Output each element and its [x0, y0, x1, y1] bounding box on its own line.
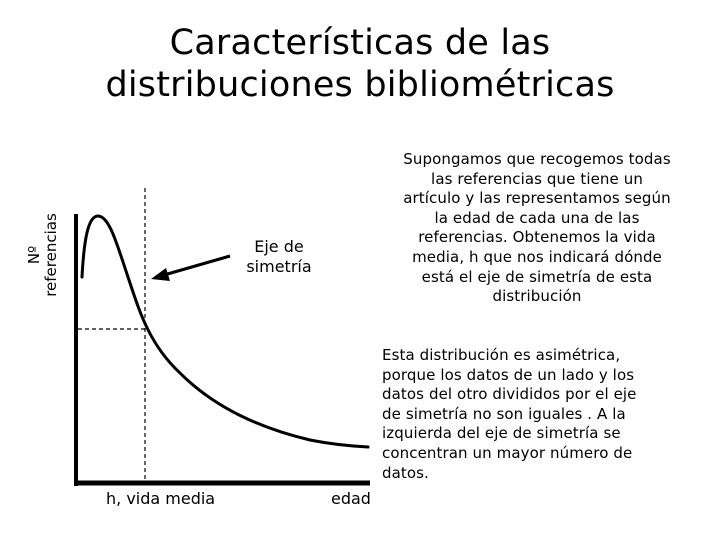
description-line: Esta distribución es asimétrica, — [382, 346, 621, 364]
description-line: las referencias que tiene un — [431, 169, 643, 188]
mean-age-label: h, vida media — [106, 489, 216, 508]
description-top: Supongamos que recogemos todas las refer… — [372, 150, 702, 307]
symmetry-axis-label: Eje de simetría — [234, 237, 324, 277]
x-axis-label: edad — [331, 489, 371, 508]
title-line-1: Características de las — [169, 23, 551, 63]
description-line: referencias. Obtenemos la vida — [418, 228, 656, 247]
description-line: porque los datos de un lado y los — [382, 365, 635, 384]
distribution-curve — [80, 214, 370, 449]
description-bottom: Esta distribución es asimétrica, porque … — [382, 346, 702, 483]
callout-arrow-shaft — [163, 254, 231, 277]
description-line: datos del otro divididos por el eje — [382, 385, 637, 404]
callout-arrowhead-icon — [151, 268, 170, 281]
description-line: datos. — [382, 463, 429, 482]
symmetry-axis-label-line-1: Eje de — [254, 237, 304, 256]
description-line: concentran un mayor número de — [382, 443, 633, 462]
description-line: media, h que nos indicará dónde — [412, 247, 662, 266]
description-line: la edad de cada una de las — [434, 208, 640, 227]
description-line: artículo y las representamos según — [403, 189, 671, 208]
description-line: izquierda del eje de simetría se — [382, 424, 621, 443]
description-line: de simetría no son iguales . A la — [382, 404, 626, 423]
symmetry-axis-label-line-2: simetría — [246, 257, 312, 276]
description-line: Supongamos que recogemos todas — [403, 150, 671, 168]
description-line: está el eje de simetría de esta — [421, 267, 653, 286]
title-line-2: distribuciones bibliométricas — [105, 65, 615, 105]
slide-title: Características de las distribuciones bi… — [0, 22, 720, 106]
description-line: distribución — [492, 287, 582, 306]
